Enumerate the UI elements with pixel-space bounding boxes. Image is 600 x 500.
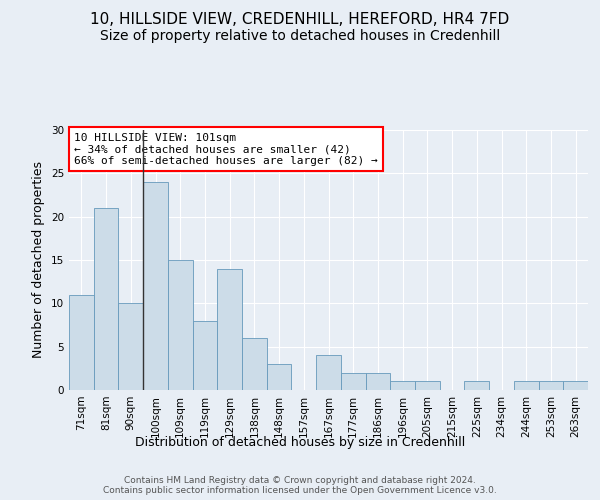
Bar	[267, 364, 292, 390]
Bar	[415, 382, 440, 390]
Bar	[242, 338, 267, 390]
Y-axis label: Number of detached properties: Number of detached properties	[32, 162, 46, 358]
Bar	[118, 304, 143, 390]
Bar	[365, 372, 390, 390]
Bar	[143, 182, 168, 390]
Text: 10, HILLSIDE VIEW, CREDENHILL, HEREFORD, HR4 7FD: 10, HILLSIDE VIEW, CREDENHILL, HEREFORD,…	[91, 12, 509, 28]
Bar	[94, 208, 118, 390]
Text: Size of property relative to detached houses in Credenhill: Size of property relative to detached ho…	[100, 29, 500, 43]
Bar	[193, 320, 217, 390]
Bar	[316, 356, 341, 390]
Bar	[539, 382, 563, 390]
Bar	[69, 294, 94, 390]
Bar	[217, 268, 242, 390]
Bar	[341, 372, 365, 390]
Bar	[168, 260, 193, 390]
Text: 10 HILLSIDE VIEW: 101sqm
← 34% of detached houses are smaller (42)
66% of semi-d: 10 HILLSIDE VIEW: 101sqm ← 34% of detach…	[74, 132, 378, 166]
Bar	[514, 382, 539, 390]
Text: Contains HM Land Registry data © Crown copyright and database right 2024.
Contai: Contains HM Land Registry data © Crown c…	[103, 476, 497, 495]
Bar	[563, 382, 588, 390]
Bar	[464, 382, 489, 390]
Text: Distribution of detached houses by size in Credenhill: Distribution of detached houses by size …	[135, 436, 465, 449]
Bar	[390, 382, 415, 390]
